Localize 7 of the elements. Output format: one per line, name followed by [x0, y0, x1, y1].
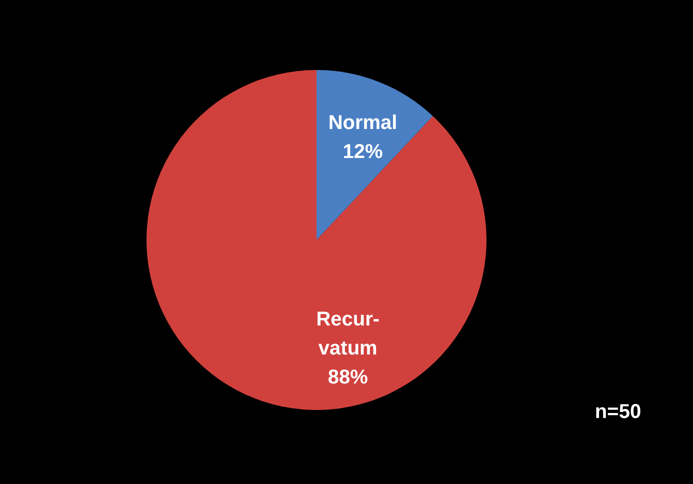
slice-label: Recur- vatum — [316, 308, 380, 360]
text: n=50 — [594, 401, 642, 423]
pie-slice — [316, 70, 433, 240]
data-label: 88% — [328, 366, 368, 388]
data-label: 12% — [342, 141, 383, 164]
pie-slice — [146, 70, 486, 410]
slice-label: Normal — [328, 112, 398, 134]
